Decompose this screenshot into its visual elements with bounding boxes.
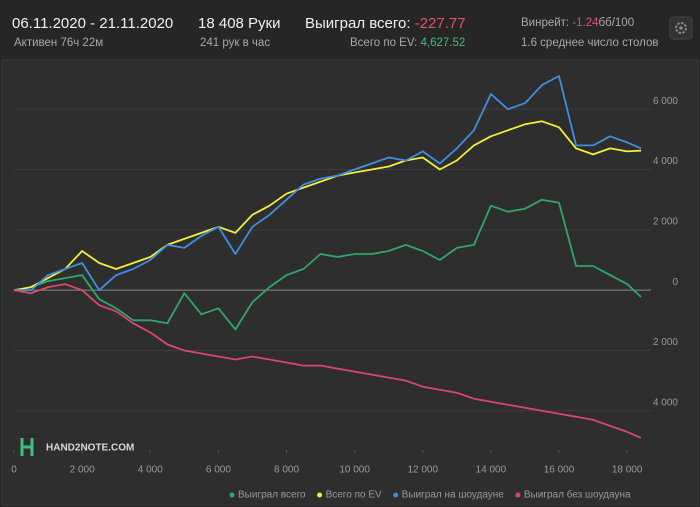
x-tick-label: 0 [11,465,17,476]
legend-marker [515,492,521,498]
x-tick-label: 14 000 [476,465,507,476]
legend-label: Выиграл без шоудауна [524,489,631,501]
winrate-unit: бб/100 [598,17,635,29]
watermark: HAND2NOTE.COM [20,438,134,456]
winrate-label: Винрейт: [521,17,570,29]
legend-item: Выиграл всего [229,490,306,501]
won-total-value: -227.77 [414,15,466,32]
active-time: Активен 76ч 22м [14,37,104,49]
won-total: Выиграл всего: -227.77 [305,15,466,32]
legend-marker [317,492,323,498]
won-total-label: Выиграл всего: [305,15,411,32]
y-tick-label: 0 [672,277,678,288]
chart-panel [1,59,699,506]
x-tick-label: 4 000 [138,465,163,476]
winrate-value: -1.24 [572,17,599,29]
x-tick-label: 18 000 [612,465,643,476]
x-tick-label: 2 000 [70,465,95,476]
y-tick-label: 6 000 [653,96,678,107]
y-tick-label: 4 000 [653,156,678,167]
hands: 18 408 Руки [198,15,281,32]
ev-total-label: Всего по EV: [350,37,418,49]
series-line [13,283,642,439]
tables: 1.6 среднее число столов [521,37,659,49]
x-tick-label: 16 000 [544,465,575,476]
y-tick-label: 2 000 [653,216,678,227]
y-tick-label: 4 000 [653,397,678,408]
series-line [14,75,642,292]
legend-item: Выиграл на шоудауне [393,490,504,501]
watermark-text: HAND2NOTE.COM [46,443,134,454]
ev-total: Всего по EV: 4,627.52 [350,37,465,49]
series-line [13,120,642,292]
legend-marker [229,492,235,498]
legend-label: Всего по EV [326,490,382,501]
legend-item: Выиграл без шоудауна [515,489,631,501]
date-range: 06.11.2020 - 21.11.2020 [12,15,174,32]
series-line [13,198,642,331]
x-tick-label: 12 000 [407,465,438,476]
legend-marker [393,492,399,498]
x-tick-label: 10 000 [339,465,370,476]
x-tick-label: 6 000 [206,465,231,476]
legend-label: Выиграл всего [238,490,306,501]
x-tick-label: 8 000 [274,465,299,476]
ev-total-value: 4,627.52 [420,37,466,49]
y-tick-label: 2 000 [653,337,678,348]
legend-item: Всего по EV [317,490,382,501]
legend-label: Выиграл на шоудауне [402,490,505,501]
hands-per-hour: 241 рук в час [200,37,271,49]
settings-icon[interactable] [669,16,693,40]
winrate: Винрейт: -1.24бб/100 [521,17,634,29]
